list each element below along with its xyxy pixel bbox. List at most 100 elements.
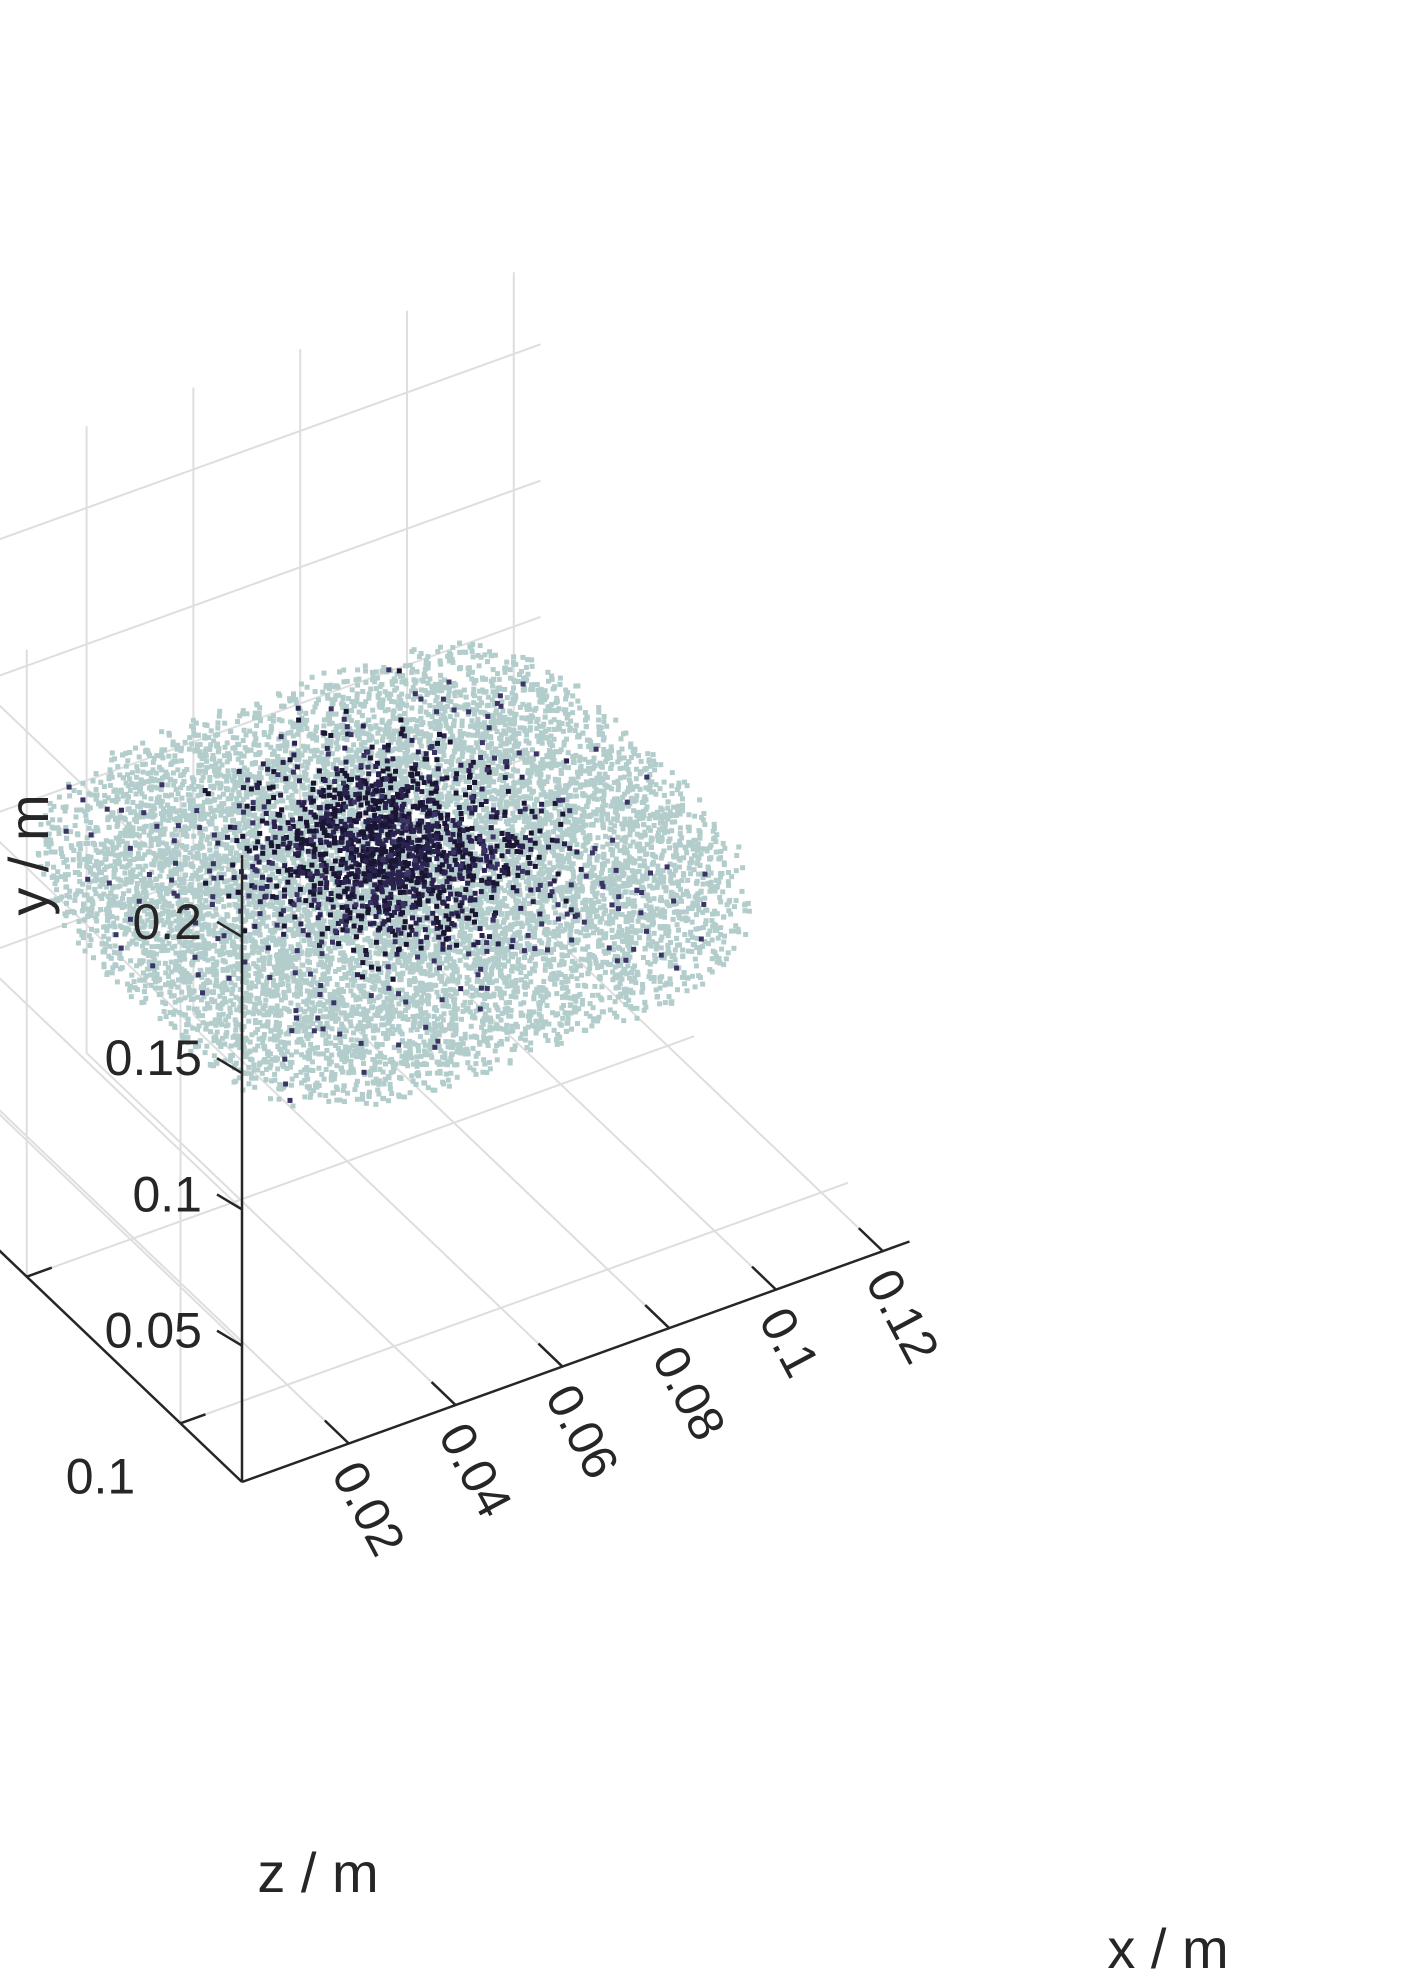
data-point bbox=[345, 982, 351, 988]
data-point bbox=[228, 728, 234, 734]
data-point bbox=[425, 906, 431, 911]
data-point bbox=[363, 865, 369, 871]
data-point bbox=[172, 880, 178, 886]
data-point bbox=[140, 762, 146, 767]
data-point bbox=[405, 1054, 411, 1059]
data-point bbox=[557, 675, 563, 681]
data-point bbox=[545, 669, 551, 675]
data-point bbox=[185, 1040, 191, 1046]
data-point bbox=[528, 1047, 534, 1053]
data-point bbox=[700, 909, 706, 915]
data-point bbox=[135, 768, 141, 774]
data-point bbox=[348, 754, 354, 760]
data-point bbox=[583, 1011, 589, 1017]
data-point bbox=[509, 982, 515, 988]
data-point bbox=[441, 753, 447, 758]
data-point bbox=[36, 852, 42, 858]
data-point bbox=[305, 760, 311, 766]
data-point bbox=[385, 783, 391, 789]
data-point bbox=[62, 872, 68, 878]
data-point bbox=[542, 950, 548, 956]
data-point bbox=[504, 903, 510, 909]
data-point bbox=[607, 1007, 613, 1013]
data-point bbox=[628, 754, 634, 760]
data-point bbox=[299, 1052, 305, 1058]
data-point bbox=[583, 768, 589, 774]
data-point bbox=[522, 757, 528, 763]
data-point bbox=[267, 821, 273, 827]
data-point bbox=[151, 919, 157, 925]
data-point bbox=[634, 819, 639, 825]
data-point bbox=[354, 943, 360, 949]
data-point bbox=[255, 1067, 261, 1073]
data-point bbox=[267, 873, 272, 879]
data-point bbox=[332, 894, 338, 899]
data-point bbox=[716, 879, 722, 885]
data-point bbox=[130, 800, 136, 805]
data-point bbox=[519, 831, 525, 837]
data-point bbox=[335, 735, 341, 741]
data-point bbox=[407, 895, 413, 901]
data-point bbox=[590, 1005, 596, 1011]
data-point bbox=[525, 671, 531, 677]
data-point bbox=[569, 958, 575, 964]
data-point bbox=[214, 831, 220, 837]
data-point bbox=[279, 1061, 285, 1067]
data-point bbox=[636, 914, 642, 920]
data-point bbox=[486, 898, 492, 904]
data-point bbox=[363, 976, 369, 982]
data-point bbox=[114, 900, 120, 906]
data-point bbox=[726, 882, 732, 888]
data-point bbox=[333, 775, 339, 781]
data-point bbox=[213, 825, 219, 831]
data-point bbox=[241, 904, 247, 910]
data-point bbox=[646, 912, 652, 918]
data-point bbox=[352, 978, 358, 983]
data-point bbox=[174, 832, 180, 838]
data-point bbox=[253, 834, 259, 840]
data-point bbox=[640, 985, 646, 991]
data-point bbox=[318, 977, 324, 982]
data-point bbox=[142, 983, 148, 989]
data-point bbox=[267, 796, 273, 802]
data-point bbox=[436, 859, 442, 865]
data-point bbox=[666, 929, 672, 934]
data-point bbox=[397, 896, 403, 902]
data-point bbox=[38, 864, 44, 870]
data-point bbox=[620, 794, 626, 800]
data-point bbox=[522, 1026, 528, 1032]
data-point bbox=[525, 893, 531, 899]
data-point bbox=[696, 925, 702, 931]
data-point bbox=[228, 1043, 234, 1049]
data-point bbox=[234, 821, 240, 827]
data-point bbox=[486, 1007, 492, 1013]
data-point bbox=[470, 669, 475, 675]
data-point bbox=[615, 834, 621, 840]
data-point bbox=[409, 1073, 415, 1079]
data-point bbox=[441, 829, 447, 835]
data-point bbox=[143, 894, 149, 900]
data-point bbox=[141, 939, 147, 945]
data-point bbox=[464, 980, 470, 986]
data-point bbox=[186, 1005, 192, 1011]
data-point bbox=[537, 938, 543, 944]
data-point bbox=[599, 916, 605, 922]
data-point bbox=[163, 935, 169, 941]
data-point bbox=[195, 784, 201, 789]
data-point bbox=[222, 773, 228, 779]
data-point bbox=[558, 827, 564, 833]
data-point bbox=[185, 948, 191, 954]
data-point bbox=[107, 943, 113, 949]
data-point bbox=[613, 717, 619, 723]
data-point bbox=[675, 803, 681, 809]
data-point bbox=[362, 914, 368, 920]
data-point bbox=[580, 806, 586, 812]
data-point bbox=[381, 1022, 387, 1028]
data-point bbox=[566, 859, 572, 865]
data-point bbox=[627, 823, 633, 829]
data-point bbox=[685, 938, 691, 943]
data-point bbox=[591, 796, 597, 802]
data-point bbox=[394, 918, 400, 924]
data-point bbox=[477, 904, 483, 910]
data-point bbox=[310, 802, 316, 808]
